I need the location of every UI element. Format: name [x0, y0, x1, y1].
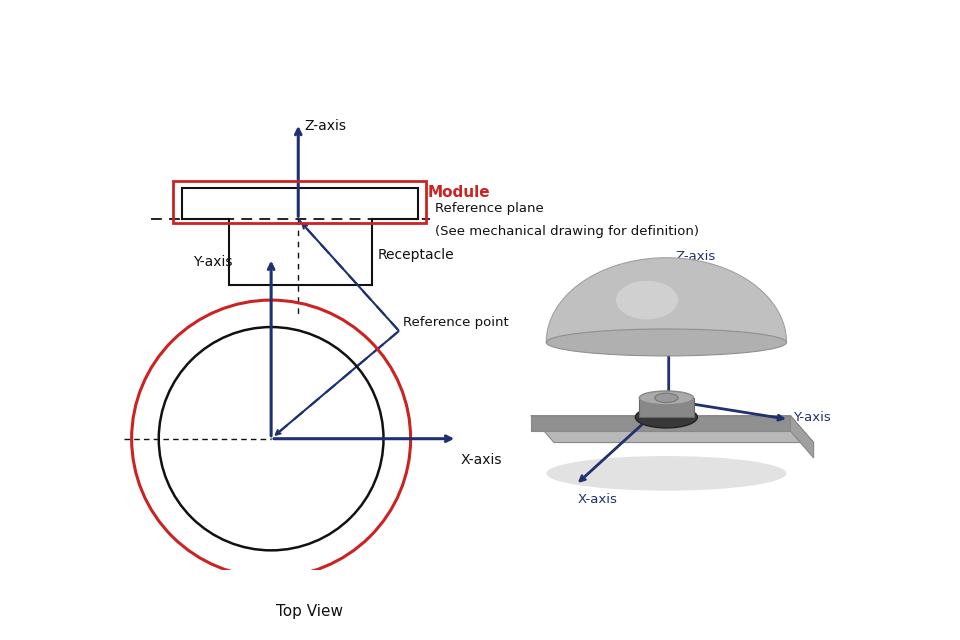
- Text: (See mechanical drawing for definition): (See mechanical drawing for definition): [436, 225, 700, 239]
- Text: Reference plane: Reference plane: [436, 202, 544, 214]
- Ellipse shape: [546, 329, 786, 356]
- Bar: [173, 180, 426, 223]
- Text: Receptacle: Receptacle: [378, 248, 455, 262]
- Text: Module: Module: [427, 184, 491, 200]
- Polygon shape: [531, 415, 814, 442]
- Ellipse shape: [639, 391, 693, 405]
- Text: Z-axis: Z-axis: [304, 119, 347, 133]
- Text: X-axis: X-axis: [461, 452, 502, 467]
- Text: Top View: Top View: [276, 604, 344, 620]
- Polygon shape: [790, 415, 814, 458]
- Ellipse shape: [655, 393, 678, 403]
- Polygon shape: [639, 398, 693, 417]
- Ellipse shape: [636, 406, 697, 428]
- Text: Y-axis: Y-axis: [793, 411, 830, 424]
- Text: X-axis: X-axis: [577, 493, 617, 506]
- Text: Reference point: Reference point: [403, 316, 509, 328]
- Ellipse shape: [616, 281, 678, 319]
- Polygon shape: [546, 258, 786, 342]
- Text: Z-axis: Z-axis: [675, 250, 715, 263]
- Text: Y-axis: Y-axis: [193, 255, 232, 269]
- Ellipse shape: [546, 456, 786, 491]
- Polygon shape: [531, 415, 790, 431]
